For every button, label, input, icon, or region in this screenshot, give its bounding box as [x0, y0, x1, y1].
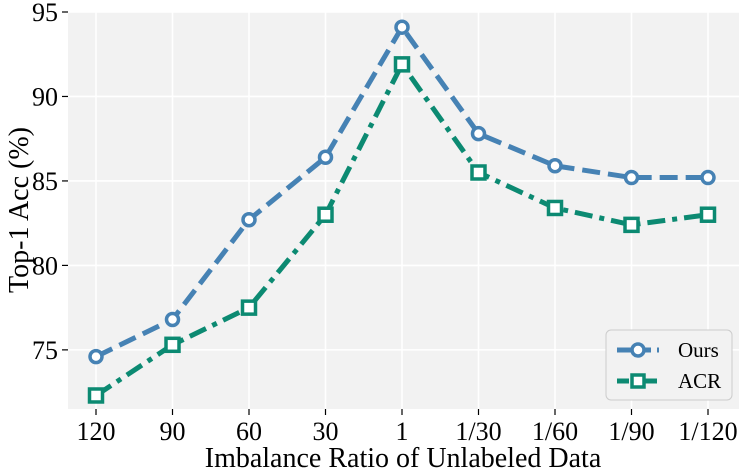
legend-marker-acr — [630, 373, 646, 389]
data-point-ours — [241, 212, 257, 228]
legend-label-ours: Ours — [678, 338, 719, 362]
x-axis-title: Imbalance Ratio of Unlabeled Data — [205, 443, 602, 474]
x-tick-label: 1/90 — [608, 417, 654, 446]
data-point-acr — [393, 56, 411, 73]
data-point-acr — [470, 164, 487, 181]
x-tick-label: 1/120 — [678, 417, 737, 446]
y-tick-label: 80 — [32, 251, 58, 280]
data-point-ours — [623, 169, 640, 186]
data-point-ours — [394, 19, 410, 35]
x-tick-label: 90 — [160, 417, 186, 446]
legend-marker-ours — [630, 342, 646, 358]
data-point-ours — [700, 169, 716, 186]
data-point-acr — [546, 199, 564, 217]
y-tick-label: 85 — [32, 167, 58, 196]
x-tick-label: 30 — [313, 417, 339, 446]
data-point-acr — [317, 206, 334, 223]
data-point-acr — [240, 299, 258, 316]
data-point-acr — [623, 216, 640, 234]
data-point-ours — [317, 149, 334, 166]
series-group — [87, 19, 717, 404]
y-tick-label: 90 — [32, 82, 58, 111]
data-point-ours — [164, 311, 181, 328]
legend: Ours ACR — [605, 329, 733, 401]
x-tick-label: 60 — [236, 417, 262, 446]
y-axis-title: Top-1 Acc (%) — [4, 127, 35, 293]
y-axis-ticks: 75 80 85 90 95 — [32, 0, 68, 365]
x-axis-ticks: 120 90 60 30 1 1/30 1/60 1/90 1/120 — [77, 409, 738, 446]
data-point-ours — [88, 348, 104, 365]
data-point-ours — [470, 125, 487, 142]
x-tick-label: 1/30 — [455, 417, 501, 446]
x-tick-label: 1 — [396, 417, 409, 446]
grid — [68, 11, 739, 409]
series-ours — [88, 19, 716, 365]
y-tick-label: 75 — [32, 336, 58, 365]
series-line-acr — [94, 61, 709, 398]
y-tick-label: 95 — [32, 0, 58, 27]
data-point-acr — [87, 387, 105, 404]
x-tick-label: 1/60 — [532, 417, 578, 446]
series-acr — [87, 56, 717, 404]
x-tick-label: 120 — [77, 417, 116, 446]
data-point-acr — [164, 336, 181, 354]
legend-label-acr: ACR — [678, 369, 721, 393]
data-point-ours — [547, 157, 563, 174]
data-point-acr — [699, 206, 717, 223]
